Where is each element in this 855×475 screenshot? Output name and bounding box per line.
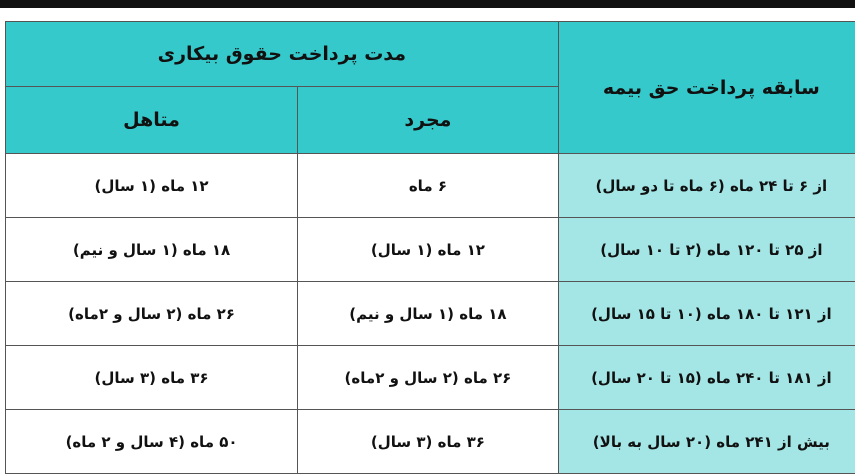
cell-married: ۱۲ ماه (۱ سال) bbox=[4, 153, 299, 218]
unemployment-benefit-table: سابقه پرداخت حق بیمه مدت پرداخت حقوق بیک… bbox=[4, 21, 855, 474]
cell-range: از ۱۸۱ تا ۲۴۰ ماه (۱۵ تا ۲۰ سال) bbox=[557, 345, 855, 410]
table-row: از ۱۸۱ تا ۲۴۰ ماه (۱۵ تا ۲۰ سال) ۲۶ ماه … bbox=[4, 345, 855, 410]
cell-married: ۵۰ ماه (۴ سال و ۲ ماه) bbox=[4, 409, 299, 474]
header-single: مجرد bbox=[297, 86, 559, 154]
table-row: از ۲۵ تا ۱۲۰ ماه (۲ تا ۱۰ سال) ۱۲ ماه (۱… bbox=[4, 217, 855, 282]
header-insurance-history: سابقه پرداخت حق بیمه bbox=[557, 21, 855, 154]
cell-range: از ۱۲۱ تا ۱۸۰ ماه (۱۰ تا ۱۵ سال) bbox=[557, 281, 855, 346]
header-married: متاهل bbox=[4, 86, 299, 154]
top-border bbox=[0, 0, 855, 8]
cell-single: ۱۸ ماه (۱ سال و نیم) bbox=[297, 281, 559, 346]
table-row: از ۱۲۱ تا ۱۸۰ ماه (۱۰ تا ۱۵ سال) ۱۸ ماه … bbox=[4, 281, 855, 346]
cell-range: از ۶ تا ۲۴ ماه (۶ ماه تا دو سال) bbox=[557, 153, 855, 218]
cell-single: ۶ ماه bbox=[297, 153, 559, 218]
cell-married: ۳۶ ماه (۳ سال) bbox=[4, 345, 299, 410]
cell-married: ۲۶ ماه (۲ سال و ۲ماه) bbox=[4, 281, 299, 346]
cell-married: ۱۸ ماه (۱ سال و نیم) bbox=[4, 217, 299, 282]
cell-single: ۱۲ ماه (۱ سال) bbox=[297, 217, 559, 282]
table-row: از ۶ تا ۲۴ ماه (۶ ماه تا دو سال) ۶ ماه ۱… bbox=[4, 153, 855, 218]
cell-single: ۳۶ ماه (۳ سال) bbox=[297, 409, 559, 474]
header-benefit-duration: مدت پرداخت حقوق بیکاری bbox=[5, 21, 559, 87]
cell-range: از ۲۵ تا ۱۲۰ ماه (۲ تا ۱۰ سال) bbox=[557, 217, 855, 282]
table-row: بیش از ۲۴۱ ماه (۲۰ سال به بالا) ۳۶ ماه (… bbox=[4, 409, 855, 474]
cell-range: بیش از ۲۴۱ ماه (۲۰ سال به بالا) bbox=[557, 409, 855, 474]
cell-single: ۲۶ ماه (۲ سال و ۲ماه) bbox=[297, 345, 559, 410]
